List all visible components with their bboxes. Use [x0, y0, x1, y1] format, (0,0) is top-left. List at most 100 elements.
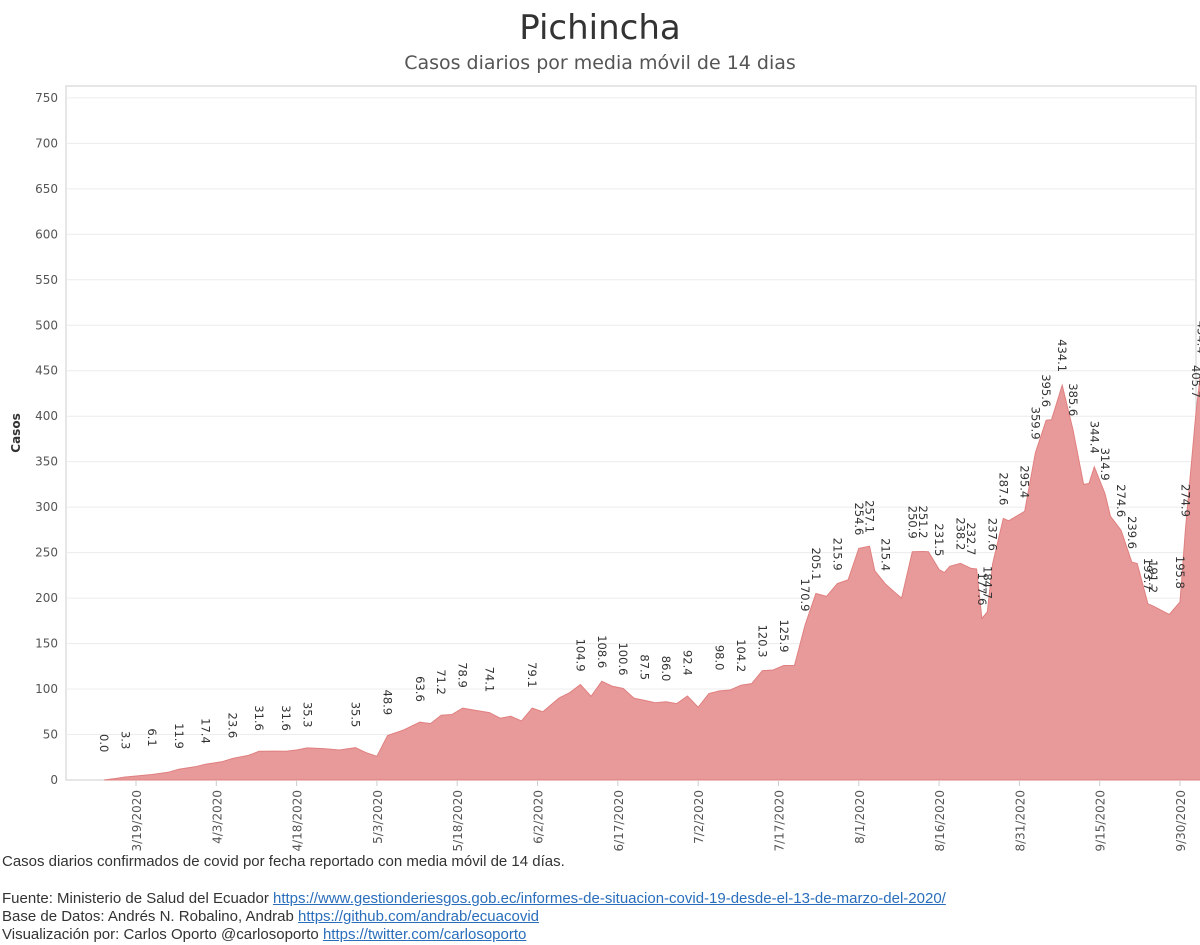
y-tick-label: 250 — [35, 546, 58, 560]
data-label: 98.0 — [713, 645, 727, 671]
data-label: 314.9 — [1098, 448, 1112, 481]
data-label: 31.6 — [252, 705, 266, 731]
data-label: 359.9 — [1028, 407, 1042, 440]
data-label: 385.6 — [1066, 383, 1080, 416]
database-link[interactable]: https://github.com/andrab/ecuacovid — [298, 908, 539, 925]
data-label: 125.9 — [777, 619, 791, 652]
x-tick-label: 6/2/2020 — [532, 790, 546, 844]
data-label: 193.7 — [1141, 558, 1155, 591]
y-tick-label: 500 — [35, 318, 58, 332]
data-label: 191.2 — [1146, 560, 1160, 593]
x-tick-label: 7/2/2020 — [692, 790, 706, 844]
data-label: 3.3 — [118, 731, 132, 749]
data-label: 205.1 — [809, 547, 823, 580]
data-label: 287.6 — [996, 472, 1010, 505]
data-label: 104.2 — [734, 639, 748, 672]
chart-subtitle: Casos diarios por media móvil de 14 dias — [404, 52, 796, 74]
axis-layer: 0 50 100 150 200 250 300 350 400 450 500 550 600 650 7… — [9, 91, 1188, 852]
x-tick-label: 8/1/2020 — [853, 790, 867, 844]
data-label: 215.9 — [830, 538, 844, 571]
data-label: 170.9 — [798, 579, 812, 612]
x-tick-label: 6/17/2020 — [612, 790, 626, 852]
y-tick-label: 200 — [35, 591, 58, 605]
data-label: 405.7 — [1189, 365, 1200, 398]
data-label: 232.7 — [964, 522, 978, 555]
y-tick-label: 350 — [35, 455, 58, 469]
data-label: 238.2 — [953, 517, 967, 550]
y-tick-label: 600 — [35, 227, 58, 241]
y-tick-label: 400 — [35, 409, 58, 423]
data-label: 0.0 — [97, 734, 111, 752]
data-label: 63.6 — [413, 676, 427, 702]
y-tick-label: 550 — [35, 273, 58, 287]
data-label: 395.6 — [1039, 374, 1053, 407]
viz-credit-label: Visualización por: Carlos Oporto @carlos… — [2, 926, 323, 943]
x-tick-label: 7/17/2020 — [772, 790, 786, 852]
source-label: Fuente: Ministerio de Salud del Ecuador — [2, 890, 273, 907]
data-label: 184.7 — [980, 566, 994, 599]
data-label: 23.6 — [225, 713, 239, 739]
data-label-layer: 0.0 3.3 6.1 11.9 17.4 23.6 31.6 31.6 35.3 35.5 48.… — [97, 321, 1200, 753]
data-label: 35.5 — [349, 702, 363, 728]
x-tick-label: 5/18/2020 — [451, 790, 465, 852]
chart-description: Casos diarios confirmados de covid por f… — [2, 853, 565, 870]
y-tick-label: 650 — [35, 182, 58, 196]
viz-credit-line: Visualización por: Carlos Oporto @carlos… — [2, 926, 526, 943]
data-label: 74.1 — [482, 667, 496, 693]
x-tick-label: 8/16/2020 — [933, 790, 947, 852]
data-label: 87.5 — [638, 654, 652, 680]
y-tick-label: 50 — [43, 728, 58, 742]
data-label: 31.6 — [279, 705, 293, 731]
data-label: 35.3 — [300, 702, 314, 728]
data-label: 17.4 — [199, 718, 213, 744]
data-label: 195.8 — [1173, 556, 1187, 589]
data-label: 434.1 — [1055, 339, 1069, 372]
x-tick-label: 8/31/2020 — [1013, 790, 1027, 852]
x-tick-label: 4/3/2020 — [210, 790, 224, 844]
y-tick-label: 100 — [35, 682, 58, 696]
data-label: 257.1 — [862, 500, 876, 533]
y-tick-label: 450 — [35, 364, 58, 378]
data-label: 108.6 — [595, 635, 609, 668]
database-label: Base de Datos: Andrés N. Robalino, Andra… — [2, 908, 299, 925]
data-label: 250.9 — [905, 506, 919, 539]
chart-canvas: 0 50 100 150 200 250 300 350 400 450 500 550 600 650 7… — [9, 85, 1200, 852]
chart-title: Pichincha — [519, 8, 681, 48]
x-tick-label: 9/15/2020 — [1094, 790, 1108, 852]
data-label: 231.5 — [932, 523, 946, 556]
data-label: 78.9 — [456, 662, 470, 688]
x-tick-label: 9/30/2020 — [1174, 790, 1188, 852]
data-label: 48.9 — [381, 690, 395, 716]
data-label: 79.1 — [525, 662, 539, 688]
data-label: 100.6 — [616, 643, 630, 676]
data-label: 215.4 — [879, 538, 893, 571]
data-label: 120.3 — [755, 625, 769, 658]
y-tick-label: 0 — [50, 773, 58, 787]
database-line: Base de Datos: Andrés N. Robalino, Andra… — [2, 908, 539, 925]
data-label: 104.9 — [573, 639, 587, 672]
source-line: Fuente: Ministerio de Salud del Ecuador … — [2, 890, 946, 907]
viz-credit-link[interactable]: https://twitter.com/carlosoporto — [322, 926, 527, 943]
data-label: 6.1 — [145, 728, 159, 746]
data-label: 274.6 — [1114, 484, 1128, 517]
data-label: 454.4 — [1194, 321, 1200, 354]
data-label: 344.4 — [1087, 421, 1101, 454]
data-label: 177.6 — [975, 572, 989, 605]
data-label: 71.2 — [434, 669, 448, 695]
x-tick-label: 4/18/2020 — [291, 790, 305, 852]
data-label: 274.9 — [1178, 484, 1192, 517]
data-label: 295.4 — [1018, 465, 1032, 498]
data-label: 86.0 — [659, 656, 673, 682]
data-label: 254.6 — [852, 502, 866, 535]
y-tick-label: 150 — [35, 637, 58, 651]
area-layer — [103, 374, 1200, 781]
data-label: 239.6 — [1125, 516, 1139, 549]
y-axis-label: Casos — [9, 413, 23, 452]
data-label: 11.9 — [172, 723, 186, 749]
data-label: 237.6 — [986, 518, 1000, 551]
x-tick-label: 3/19/2020 — [130, 790, 144, 852]
x-tick-label: 5/3/2020 — [371, 790, 385, 844]
y-tick-label: 300 — [35, 500, 58, 514]
source-link[interactable]: https://www.gestionderiesgos.gob.ec/info… — [273, 890, 946, 907]
series-area — [103, 374, 1200, 781]
